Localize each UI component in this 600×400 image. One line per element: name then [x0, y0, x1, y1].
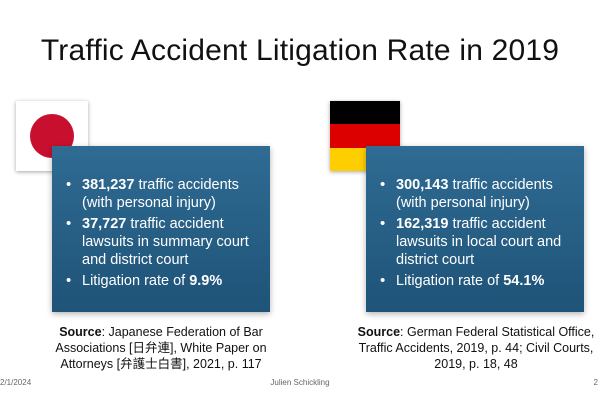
germany-stats-card: 300,143 traffic accidents (with personal…: [366, 146, 584, 312]
japan-source: Source: Japanese Federation of Bar Assoc…: [55, 325, 267, 371]
germany-bullet-rate: Litigation rate of 54.1%: [380, 272, 574, 290]
germany-bullet-list: 300,143 traffic accidents (with personal…: [380, 176, 574, 290]
japan-bullet-lawsuits: 37,727 traffic accident lawsuits in summ…: [66, 215, 260, 269]
footer-page-number: 2: [593, 378, 598, 387]
germany-flag-stripe-black: [330, 101, 400, 125]
footer-date: 2/1/2024: [0, 378, 32, 387]
japan-stats-card: 381,237 traffic accidents (with personal…: [52, 146, 270, 312]
germany-source: Source: German Federal Statistical Offic…: [357, 325, 595, 371]
japan-bullet-rate: Litigation rate of 9.9%: [66, 272, 260, 290]
slide-title: Traffic Accident Litigation Rate in 2019: [40, 34, 560, 67]
japan-bullet-list: 381,237 traffic accidents (with personal…: [66, 176, 260, 290]
germany-bullet-lawsuits: 162,319 traffic accident lawsuits in loc…: [380, 215, 574, 269]
germany-bullet-accidents: 300,143 traffic accidents (with personal…: [380, 176, 574, 212]
germany-flag-stripe-red: [330, 124, 400, 148]
japan-bullet-accidents: 381,237 traffic accidents (with personal…: [66, 176, 260, 212]
footer-author: Julien Schickling: [270, 378, 330, 387]
